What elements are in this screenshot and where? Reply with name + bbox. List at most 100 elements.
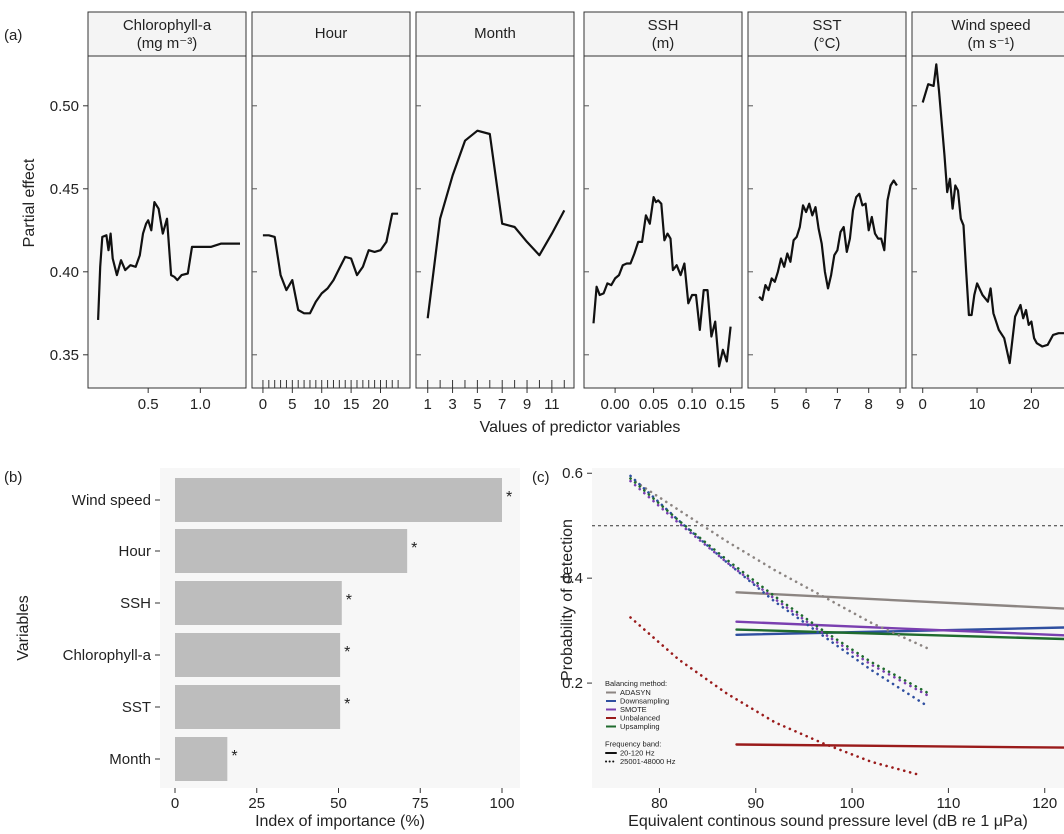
bar-category-label: SST xyxy=(122,699,151,716)
bar-xtick-label: 25 xyxy=(248,795,265,812)
facet-xtick-label: 5 xyxy=(473,396,481,413)
facet-sst: SST(°C) 5 6 7 8 9 xyxy=(747,11,907,413)
panel-b-marks: * Wind speed * Hour * SSH * Chlorophyll-a * SST * M… xyxy=(63,478,515,812)
legend-label-upsampling: Upsampling xyxy=(620,722,660,731)
facet-partial-effect-line xyxy=(592,196,732,368)
facet-partial-effect-line xyxy=(97,201,240,320)
legend-label-smote: SMOTE xyxy=(620,705,647,714)
bar-category-label: SSH xyxy=(120,595,151,612)
panel-b-ylabel: Variables xyxy=(15,595,32,661)
facet-partial-effect-line xyxy=(758,179,898,302)
facet-ssh: SSH(m) 0.00 0.05 0.10 0.15 xyxy=(583,11,745,413)
detection-xtick-label: 120 xyxy=(1032,795,1057,812)
importance-bar xyxy=(175,529,408,573)
facet-title-unit: (mg m⁻³) xyxy=(137,35,197,52)
facet-month: Month 1 3 5 7 9 11 xyxy=(415,11,575,413)
facet-xtick-label: 0 xyxy=(919,396,927,413)
importance-bar xyxy=(175,737,228,781)
facet-plot-area xyxy=(415,55,575,389)
facet-xtick-label: 9 xyxy=(523,396,531,413)
facet-plot-area xyxy=(747,55,907,389)
facet-xtick-label: 10 xyxy=(969,396,986,413)
facet-title: Hour xyxy=(315,25,348,42)
panel-b-xlabel: Index of importance (%) xyxy=(255,813,425,830)
panel-c-legend: Balancing method:ADASYNDownsamplingSMOTE… xyxy=(605,679,676,766)
facet-title-unit: (°C) xyxy=(814,35,841,52)
facet-plot-area xyxy=(251,55,411,389)
bar-xtick-label: 75 xyxy=(412,795,429,812)
bar-xtick-label: 100 xyxy=(489,795,514,812)
bar-category-label: Month xyxy=(109,751,151,768)
panel-a-ytick-label: 0.50 xyxy=(50,98,79,115)
facet-chlorophyll-a: Chlorophyll-a(mg m⁻³) 0.5 1.0 xyxy=(87,11,247,413)
detection-ytick-label: 0.2 xyxy=(562,675,583,692)
facet-xtick-label: 1.0 xyxy=(190,396,211,413)
facet-xtick-label: 0.15 xyxy=(716,396,745,413)
legend-label-adasyn: ADASYN xyxy=(620,688,651,697)
significance-marker: * xyxy=(411,540,417,557)
facet-xtick-label: 0.5 xyxy=(138,396,159,413)
facet-title: SST xyxy=(812,17,841,34)
panel-c-xlabel: Equivalent continous sound pressure leve… xyxy=(628,813,1028,830)
facet-title-unit: (m) xyxy=(652,35,675,52)
facet-partial-effect-line xyxy=(262,212,399,315)
panel-a-ylabel: Partial effect xyxy=(21,158,38,247)
facet-xtick-label: 3 xyxy=(448,396,456,413)
facet-xtick-label: 0.10 xyxy=(678,396,707,413)
detection-xtick-label: 80 xyxy=(651,795,668,812)
significance-marker: * xyxy=(231,748,237,765)
facet-xtick-label: 20 xyxy=(1023,396,1040,413)
facet-title: Chlorophyll-a xyxy=(123,17,212,34)
facet-wind-speed: Wind speed(m s⁻¹) 0 10 20 xyxy=(911,11,1064,413)
detection-xtick-label: 110 xyxy=(936,795,960,812)
panel-c-plot-area xyxy=(592,468,1064,788)
panel-b-importance: Variables Index of importance (%) * Wind … xyxy=(15,468,520,830)
panel-a-ytick-label: 0.40 xyxy=(50,264,79,281)
facet-xtick-label: 6 xyxy=(802,396,810,413)
panel-label-b: (b) xyxy=(4,469,22,486)
legend-title-band: Frequency band: xyxy=(605,740,661,749)
significance-marker: * xyxy=(344,696,350,713)
bar-category-label: Hour xyxy=(118,543,151,560)
panel-a-ytick-label: 0.45 xyxy=(50,181,79,198)
facet-xtick-label: 7 xyxy=(833,396,841,413)
significance-marker: * xyxy=(344,644,350,661)
bar-xtick-label: 50 xyxy=(330,795,347,812)
panel-a-xlabel: Values of predictor variables xyxy=(480,419,681,436)
bar-xtick-label: 0 xyxy=(171,795,179,812)
importance-bar xyxy=(175,478,502,522)
panel-a-partial-effects: Partial effect Values of predictor varia… xyxy=(21,11,1064,436)
legend-label-downsampling: Downsampling xyxy=(620,697,669,706)
bar-category-label: Chlorophyll-a xyxy=(63,647,152,664)
panel-a-ytick-label: 0.35 xyxy=(50,347,79,364)
facet-header xyxy=(415,11,575,57)
significance-marker: * xyxy=(506,489,512,506)
facet-xtick-label: 0.00 xyxy=(601,396,630,413)
facet-xtick-label: 0.05 xyxy=(639,396,668,413)
importance-bar xyxy=(175,633,341,677)
facet-header xyxy=(251,11,411,57)
panel-c-detection: Probability of detection Equivalent cont… xyxy=(559,465,1064,830)
facet-partial-effect-line xyxy=(921,63,1064,365)
detection-curve-unbalanced-low xyxy=(735,743,1064,749)
facet-header xyxy=(747,11,907,57)
detection-xtick-label: 90 xyxy=(747,795,764,812)
bar-category-label: Wind speed xyxy=(72,492,151,509)
facet-xtick-label: 7 xyxy=(498,396,506,413)
facet-xtick-label: 5 xyxy=(771,396,779,413)
panel-label-a: (a) xyxy=(4,27,22,44)
facet-xtick-label: 5 xyxy=(288,396,296,413)
detection-ytick-label: 0.6 xyxy=(562,465,583,482)
facet-title-unit: (m s⁻¹) xyxy=(967,35,1014,52)
facet-title: Month xyxy=(474,25,516,42)
detection-curve-upsampling-low xyxy=(735,628,1064,641)
facet-xtick-label: 20 xyxy=(372,396,389,413)
facet-header xyxy=(583,11,743,57)
facet-header xyxy=(911,11,1064,57)
facet-xtick-label: 1 xyxy=(424,396,432,413)
legend-label-band-0: 20-120 Hz xyxy=(620,749,655,758)
facet-xtick-label: 0 xyxy=(259,396,267,413)
detection-curve-adasyn-high xyxy=(629,477,931,651)
facet-xtick-label: 9 xyxy=(896,396,904,413)
